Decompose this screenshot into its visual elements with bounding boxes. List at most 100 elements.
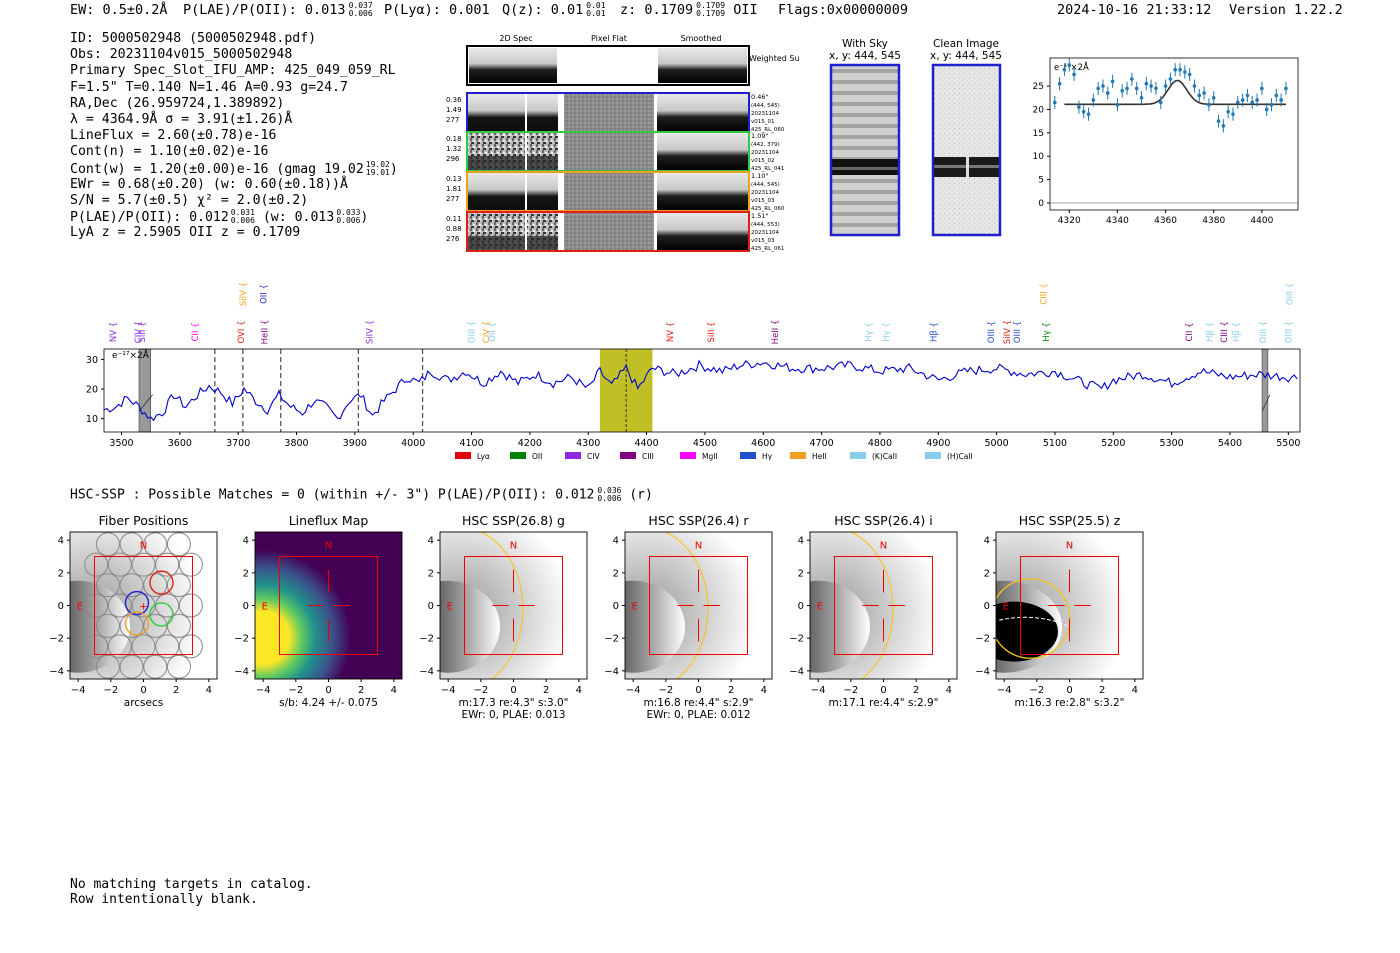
- line-label-civ: CIV {: [134, 321, 144, 343]
- line-label-h: Hβ {: [930, 322, 940, 342]
- hsc-ytick-label: −4: [419, 666, 434, 677]
- hsc-xtick-label: −4: [441, 685, 456, 696]
- spectrum-xtick-label: 4700: [810, 438, 834, 449]
- line-label-h: Hγ {: [882, 322, 892, 342]
- zoom-data-point: [1163, 84, 1168, 88]
- hsc-ytick-label: 0: [798, 601, 804, 612]
- hsc-ytick-label: −4: [789, 666, 804, 677]
- hsc-ytick-label: 4: [984, 536, 990, 547]
- zoom-data-point: [1110, 79, 1115, 84]
- hsc-xtick-label: 2: [358, 685, 364, 696]
- footer-note: No matching targets in catalog. Row inte…: [70, 877, 313, 907]
- zoom-data-point: [1144, 81, 1149, 86]
- hsc-panel: Fiber Positions + N E −4 −4 −2 −2 0 0 2 2 4 4 arcsecs: [49, 513, 218, 709]
- fiber-highlight: [149, 602, 174, 627]
- hsc-xtick-label: 2: [728, 685, 734, 696]
- footer-line-2: Row intentionally blank.: [70, 892, 258, 907]
- zoom-data-point: [1178, 67, 1182, 72]
- fiber-circle: [131, 552, 156, 577]
- masked-band-hatch: [138, 394, 153, 412]
- zoom-xtick-label: 4320: [1058, 216, 1081, 226]
- line-label-cii: CII {: [1185, 322, 1195, 341]
- legend-label: CIV: [587, 452, 600, 461]
- zoom-xtick-label: 4340: [1106, 216, 1129, 226]
- hsc-panel-image: NE: [255, 532, 402, 679]
- spec2d-row-meta: 20231104: [751, 150, 779, 156]
- hsc-panel-image: + N E: [70, 532, 217, 679]
- hsc-panel-title: HSC SSP(26.4) r: [648, 513, 749, 528]
- hsc-ytick-label: 0: [613, 601, 619, 612]
- spectrum-xtick-label: 4000: [401, 438, 425, 449]
- spec2d-flat: [564, 133, 654, 170]
- fiber-circle: [166, 573, 191, 598]
- spectrum-ytick-label: 20: [86, 385, 98, 396]
- hsc-caption: m:17.3 re:4.3" s:3.0": [459, 697, 569, 709]
- legend-swatch: [620, 452, 636, 459]
- legend-swatch: [510, 452, 526, 459]
- zoom-data-point: [1250, 100, 1255, 105]
- north-label: N: [695, 540, 702, 551]
- zoom-data-point: [1130, 77, 1134, 81]
- legend-label: CIII: [642, 452, 654, 461]
- info-contn: Cont(n) = 1.10(±0.02)e-16: [70, 144, 269, 160]
- zoom-ytick-label: 0: [1038, 199, 1044, 209]
- zoom-data-point: [1279, 98, 1283, 102]
- hsc-xtick-label: 0: [695, 685, 701, 696]
- line-label-oii: OII {: [488, 322, 498, 342]
- hsc-ytick-label: 0: [984, 601, 990, 612]
- isophote-contour: [999, 616, 1070, 628]
- clean-image: [931, 63, 1002, 237]
- masked-band: [138, 348, 151, 433]
- zoom-data-point: [1120, 88, 1125, 93]
- hsc-ytick-label: 2: [428, 568, 434, 579]
- search-box: [279, 556, 378, 655]
- aperture-ellipse: [996, 578, 1071, 659]
- aperture-ellipse: [440, 532, 524, 679]
- zoom-data-point: [1245, 93, 1250, 98]
- spec2d-row: 0.13 1.81 277 1.10" (444, 545) 20231104 v015_0…: [446, 171, 785, 212]
- fiber-circle: [84, 634, 109, 659]
- spec2d-flat: [564, 173, 654, 210]
- hsc-xtick-label: −4: [71, 685, 86, 696]
- zoom-data-point: [1284, 86, 1288, 91]
- info-lineflux: LineFlux = 2.60(±0.78)e-16: [70, 128, 277, 144]
- spec2d-frame: [466, 211, 750, 252]
- spectrum-xtick-label: 4200: [518, 438, 542, 449]
- zoom-data-point: [1255, 98, 1259, 102]
- zoom-data-point: [1197, 93, 1202, 98]
- hsc-xtick-label: 4: [761, 685, 767, 696]
- spectrum-xtick-label: 3500: [109, 438, 133, 449]
- line-label-heii: HeII {: [771, 320, 781, 345]
- header-version: Version 1.22.2: [1229, 2, 1343, 18]
- spec2d-row-stat: 0.88: [446, 225, 462, 233]
- zoom-data-point: [1207, 102, 1211, 107]
- spec2d-row-stat: 296: [446, 155, 460, 163]
- fiber-circle: [131, 634, 156, 659]
- with-sky-title: With Sky x, y: 444, 545: [829, 38, 901, 62]
- spec2d-flat: [564, 94, 654, 131]
- hsc-xtick-label: 0: [880, 685, 886, 696]
- spec2d-rows: 0.36 1.49 277 0.46" (444, 545) 20231104 v015_0…: [446, 92, 785, 252]
- header-plya: P(Lyα): 0.001: [384, 2, 490, 18]
- spec2d-row-stat: 1.49: [446, 106, 462, 114]
- legend-swatch: [455, 452, 471, 459]
- hsc-caption: s/b: 4.24 +/- 0.075: [279, 697, 378, 709]
- zoom-data-point: [1274, 93, 1279, 98]
- fiber-circle: [107, 634, 132, 659]
- legend-swatch: [925, 452, 941, 459]
- fiber-circle: [143, 654, 168, 679]
- zoom-data-point: [1072, 72, 1076, 77]
- weighted-sum-strip: [466, 45, 750, 86]
- zoom-data-point: [1134, 86, 1139, 91]
- footer-line-1: No matching targets in catalog.: [70, 877, 313, 892]
- spec2d-raw-trace: [468, 116, 558, 131]
- hsc-panel-title: Lineflux Map: [289, 513, 369, 528]
- hsc-xtick-label: 4: [391, 685, 397, 696]
- spectrum-xtick-label: 4600: [751, 438, 775, 449]
- line-label-siiv: SiIV {: [239, 282, 249, 306]
- fiber-circle: [119, 573, 144, 598]
- fiber-circle: [95, 532, 120, 557]
- line-label-h: Hγ {: [864, 322, 874, 342]
- north-label: N: [325, 540, 332, 551]
- hsc-xtick-label: 0: [140, 685, 146, 696]
